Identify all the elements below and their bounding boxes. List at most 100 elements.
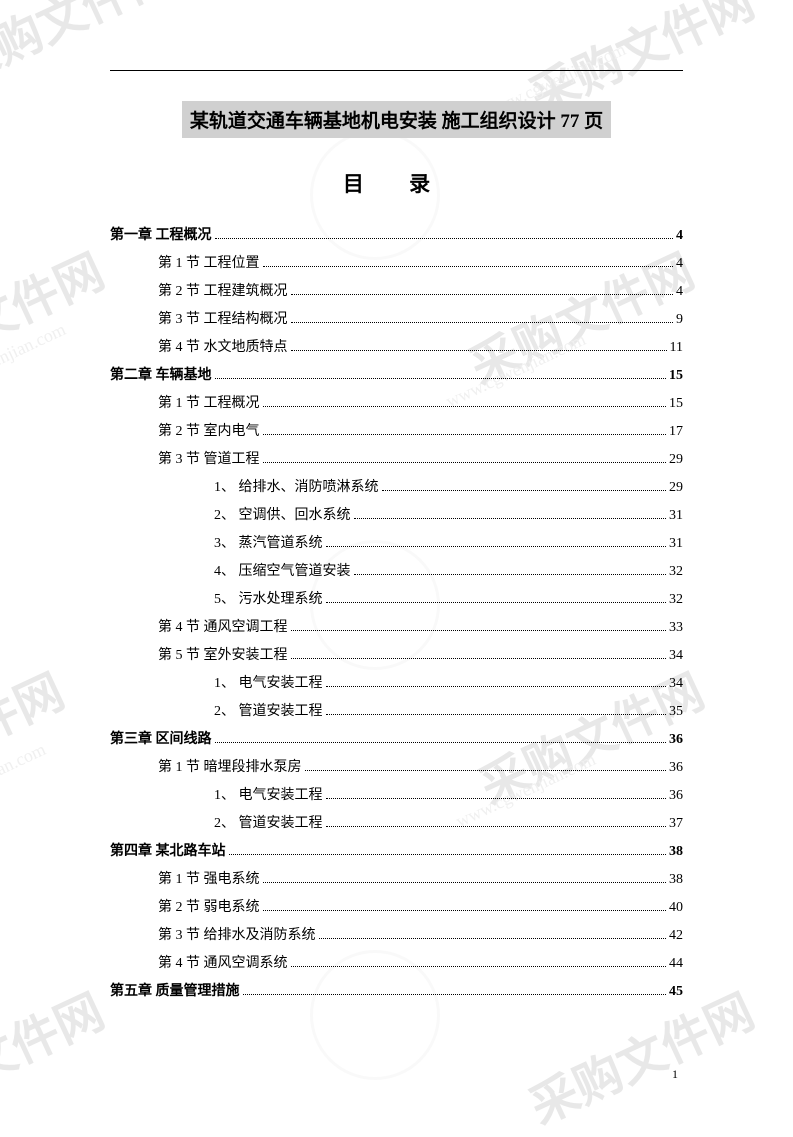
toc-leader-dots bbox=[215, 378, 667, 379]
toc-label: 2、 管道安装工程 bbox=[214, 698, 323, 726]
toc-label: 第 4 节 水文地质特点 bbox=[158, 334, 288, 362]
toc-row: 第 4 节 水文地质特点 11 bbox=[110, 334, 683, 362]
toc-label: 第 1 节 暗埋段排水泵房 bbox=[158, 754, 302, 782]
toc-label: 1、 给排水、消防喷淋系统 bbox=[214, 474, 379, 502]
toc-row: 第 1 节 工程位置 4 bbox=[110, 250, 683, 278]
toc-label: 2、 管道安装工程 bbox=[214, 810, 323, 838]
toc-label: 第五章 质量管理措施 bbox=[110, 978, 240, 1006]
toc-page-number: 35 bbox=[669, 698, 683, 726]
toc-label: 第 3 节 工程结构概况 bbox=[158, 306, 288, 334]
page-content: 某轨道交通车辆基地机电安装 施工组织设计 77 页 目 录 第一章 工程概况4第… bbox=[0, 0, 793, 1036]
toc-row: 1、 给排水、消防喷淋系统 29 bbox=[110, 474, 683, 502]
toc-label: 2、 空调供、回水系统 bbox=[214, 502, 351, 530]
toc-leader-dots bbox=[263, 910, 667, 911]
toc-page-number: 32 bbox=[669, 558, 683, 586]
toc-leader-dots bbox=[229, 854, 667, 855]
toc-row: 3、 蒸汽管道系统 31 bbox=[110, 530, 683, 558]
toc-label: 第 1 节 工程概况 bbox=[158, 390, 260, 418]
toc-page-number: 4 bbox=[676, 222, 683, 250]
toc-label: 3、 蒸汽管道系统 bbox=[214, 530, 323, 558]
toc-leader-dots bbox=[326, 798, 667, 799]
toc-label: 第一章 工程概况 bbox=[110, 222, 212, 250]
toc-page-number: 44 bbox=[669, 950, 683, 978]
toc-page-number: 36 bbox=[669, 754, 683, 782]
toc-page-number: 36 bbox=[669, 726, 683, 754]
toc-page-number: 29 bbox=[669, 474, 683, 502]
toc-label: 第 4 节 通风空调工程 bbox=[158, 614, 288, 642]
toc-label: 第 5 节 室外安装工程 bbox=[158, 642, 288, 670]
toc-page-number: 4 bbox=[676, 278, 683, 306]
toc-page-number: 4 bbox=[676, 250, 683, 278]
toc-row: 第二章 车辆基地 15 bbox=[110, 362, 683, 390]
toc-page-number: 29 bbox=[669, 446, 683, 474]
toc-row: 第 4 节 通风空调系统44 bbox=[110, 950, 683, 978]
toc-page-number: 34 bbox=[669, 670, 683, 698]
toc-label: 第 2 节 弱电系统 bbox=[158, 894, 260, 922]
toc-row: 第 4 节 通风空调工程 33 bbox=[110, 614, 683, 642]
toc-row: 第 3 节 工程结构概况9 bbox=[110, 306, 683, 334]
toc-leader-dots bbox=[291, 294, 674, 295]
toc-page-number: 11 bbox=[670, 334, 683, 362]
toc-row: 2、 管道安装工程 37 bbox=[110, 810, 683, 838]
toc-leader-dots bbox=[263, 434, 667, 435]
toc-leader-dots bbox=[263, 266, 674, 267]
toc-row: 第 1 节 暗埋段排水泵房 36 bbox=[110, 754, 683, 782]
toc-leader-dots bbox=[326, 826, 667, 827]
toc-label: 第 2 节 室内电气 bbox=[158, 418, 260, 446]
toc-leader-dots bbox=[263, 882, 667, 883]
toc-leader-dots bbox=[305, 770, 667, 771]
toc-label: 第二章 车辆基地 bbox=[110, 362, 212, 390]
toc-page-number: 38 bbox=[669, 838, 683, 866]
toc-label: 第 1 节 工程位置 bbox=[158, 250, 260, 278]
toc-row: 第四章 某北路车站38 bbox=[110, 838, 683, 866]
toc-row: 第 1 节 强电系统38 bbox=[110, 866, 683, 894]
toc-label: 第 2 节 工程建筑概况 bbox=[158, 278, 288, 306]
toc-leader-dots bbox=[291, 658, 667, 659]
toc-label: 第三章 区间线路 bbox=[110, 726, 212, 754]
toc-label: 第 3 节 给排水及消防系统 bbox=[158, 922, 316, 950]
toc-leader-dots bbox=[319, 938, 667, 939]
toc-page-number: 38 bbox=[669, 866, 683, 894]
toc-leader-dots bbox=[291, 630, 667, 631]
toc-page-number: 31 bbox=[669, 530, 683, 558]
toc-leader-dots bbox=[291, 966, 667, 967]
table-of-contents: 第一章 工程概况4第 1 节 工程位置4第 2 节 工程建筑概况4第 3 节 工… bbox=[110, 222, 683, 1006]
toc-page-number: 33 bbox=[669, 614, 683, 642]
toc-row: 第三章 区间线路 36 bbox=[110, 726, 683, 754]
toc-row: 2、 管道安装工程 35 bbox=[110, 698, 683, 726]
toc-row: 2、 空调供、回水系统 31 bbox=[110, 502, 683, 530]
toc-heading: 目 录 bbox=[110, 168, 683, 198]
toc-page-number: 45 bbox=[669, 978, 683, 1006]
toc-page-number: 31 bbox=[669, 502, 683, 530]
toc-page-number: 15 bbox=[669, 362, 683, 390]
toc-leader-dots bbox=[326, 714, 667, 715]
toc-row: 第 1 节 工程概况15 bbox=[110, 390, 683, 418]
toc-label: 第 3 节 管道工程 bbox=[158, 446, 260, 474]
toc-page-number: 42 bbox=[669, 922, 683, 950]
toc-page-number: 34 bbox=[669, 642, 683, 670]
toc-leader-dots bbox=[263, 462, 667, 463]
toc-leader-dots bbox=[354, 574, 667, 575]
toc-row: 第 3 节 管道工程 29 bbox=[110, 446, 683, 474]
toc-row: 1、 电气安装工程36 bbox=[110, 782, 683, 810]
toc-leader-dots bbox=[243, 994, 667, 995]
toc-row: 第 2 节 弱电系统 40 bbox=[110, 894, 683, 922]
toc-leader-dots bbox=[291, 350, 667, 351]
toc-leader-dots bbox=[354, 518, 667, 519]
toc-leader-dots bbox=[326, 686, 667, 687]
toc-label: 4、 压缩空气管道安装 bbox=[214, 558, 351, 586]
toc-label: 1、 电气安装工程 bbox=[214, 782, 323, 810]
toc-label: 1、 电气安装工程 bbox=[214, 670, 323, 698]
toc-page-number: 37 bbox=[669, 810, 683, 838]
toc-row: 第 2 节 工程建筑概况 4 bbox=[110, 278, 683, 306]
toc-leader-dots bbox=[382, 490, 667, 491]
toc-row: 1、 电气安装工程 34 bbox=[110, 670, 683, 698]
toc-row: 第 2 节 室内电气 17 bbox=[110, 418, 683, 446]
toc-page-number: 40 bbox=[669, 894, 683, 922]
toc-page-number: 32 bbox=[669, 586, 683, 614]
toc-leader-dots bbox=[215, 742, 667, 743]
toc-leader-dots bbox=[291, 322, 674, 323]
toc-leader-dots bbox=[263, 406, 667, 407]
toc-page-number: 17 bbox=[669, 418, 683, 446]
document-title: 某轨道交通车辆基地机电安装 施工组织设计 77 页 bbox=[182, 101, 611, 138]
